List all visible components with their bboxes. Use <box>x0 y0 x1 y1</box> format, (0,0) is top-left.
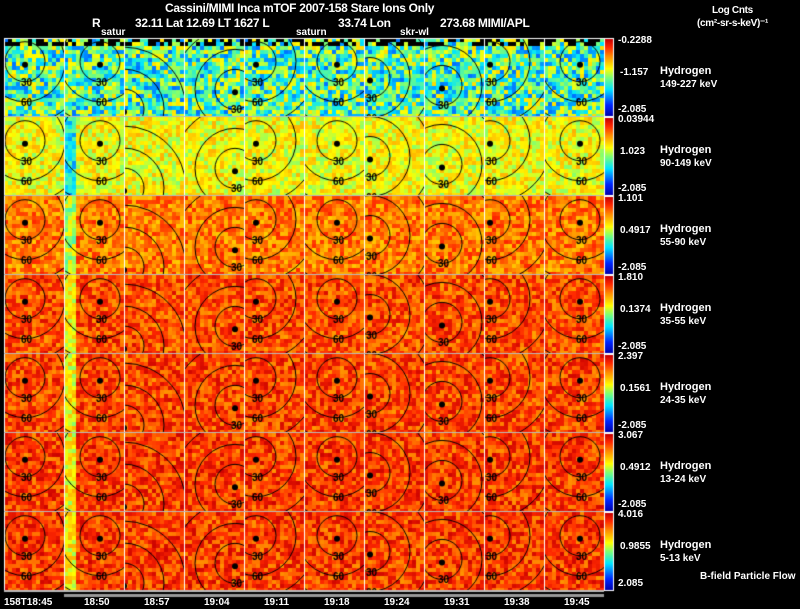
units-formula: (cm²-sr-s-keV)⁻¹ <box>697 18 769 29</box>
colorbar-min-label: -2.085 <box>618 262 647 273</box>
row-species-label: Hydrogen 24-35 keV <box>660 380 711 408</box>
colorbar-mid-label: 1.023 <box>620 145 646 157</box>
x-tick-label: 19:11 <box>264 597 290 608</box>
row-species-label: Hydrogen 55-90 keV <box>660 222 711 250</box>
colorbar-max-label: 3.067 <box>618 430 644 441</box>
x-tick-label: 19:38 <box>504 597 530 608</box>
species-name: Hydrogen <box>660 64 712 77</box>
lon-readout: 33.74 Lon <box>338 16 391 30</box>
r-label: R <box>92 16 101 30</box>
colorbar-max-label: -0.2288 <box>618 35 652 46</box>
colorbar-min-label: -2.085 <box>618 341 647 352</box>
chart-title: Cassini/MIMI Inca mTOF 2007-158 Stare Io… <box>165 1 435 15</box>
bfield-particle-flow-label: B-field Particle Flow <box>700 571 796 582</box>
row-species-label: Hydrogen 149-227 keV <box>660 64 717 92</box>
row-species-label: Hydrogen 90-149 keV <box>660 143 712 171</box>
energy-range: 55-90 keV <box>660 236 707 248</box>
energy-range: 13-24 keV <box>660 473 707 485</box>
colorbar-max-label: 1.101 <box>618 193 644 204</box>
row-species-label: Hydrogen 35-55 keV <box>660 301 711 329</box>
colorbar-min-label: -2.085 <box>618 104 647 115</box>
species-name: Hydrogen <box>660 222 712 235</box>
x-tick-label: 19:45 <box>564 597 590 608</box>
colorbar-min-label: 2.085 <box>618 578 644 589</box>
colorbar-mid-label: 0.4917 <box>620 224 651 236</box>
colorbar-mid-label: -1.157 <box>620 66 649 78</box>
row-species-label: Hydrogen 5-13 keV <box>660 538 711 566</box>
species-name: Hydrogen <box>660 459 712 472</box>
colorbar-max-label: 0.03944 <box>618 114 655 125</box>
x-tick-label: 158T18:45 <box>4 597 53 608</box>
x-tick-label: 19:24 <box>384 597 410 608</box>
colorbar-mid-label: 0.9855 <box>620 540 651 552</box>
x-tick-label: 19:31 <box>444 597 470 608</box>
units-label: Log Cnts <box>712 5 753 16</box>
row-species-label: Hydrogen 13-24 keV <box>660 459 711 487</box>
colorbar-max-label: 1.810 <box>618 272 644 283</box>
energy-range: 24-35 keV <box>660 394 707 406</box>
energy-range: 90-149 keV <box>660 157 712 169</box>
colorbar-mid-label: 0.1374 <box>620 303 651 315</box>
x-tick-label: 19:18 <box>324 597 350 608</box>
colorbar-max-label: 4.016 <box>618 509 644 520</box>
colorbar-max-label: 2.397 <box>618 351 644 362</box>
colorbar-mid-label: 0.1561 <box>620 382 651 394</box>
energy-range: 149-227 keV <box>660 78 718 90</box>
saturn-label: saturn <box>296 27 327 38</box>
species-name: Hydrogen <box>660 538 712 551</box>
satur-label: satur <box>101 27 126 38</box>
colorbar-min-label: -2.085 <box>618 420 647 431</box>
species-name: Hydrogen <box>660 143 712 156</box>
species-name: Hydrogen <box>660 301 712 314</box>
x-tick-label: 19:04 <box>204 597 230 608</box>
x-tick-label: 18:57 <box>144 597 170 608</box>
x-tick-label: 18:50 <box>84 597 110 608</box>
position-readout: 32.11 Lat 12.69 LT 1627 L <box>135 16 270 30</box>
colorbar-mid-label: 0.4912 <box>620 461 651 473</box>
mission-label: 273.68 MIMI/APL <box>440 16 530 30</box>
energy-range: 5-13 keV <box>660 552 701 564</box>
species-name: Hydrogen <box>660 380 712 393</box>
skr-wl-label: skr-wl <box>400 27 429 38</box>
colorbar-min-label: -2.085 <box>618 183 647 194</box>
colorbar-min-label: -2.085 <box>618 499 647 510</box>
energy-range: 35-55 keV <box>660 315 707 327</box>
